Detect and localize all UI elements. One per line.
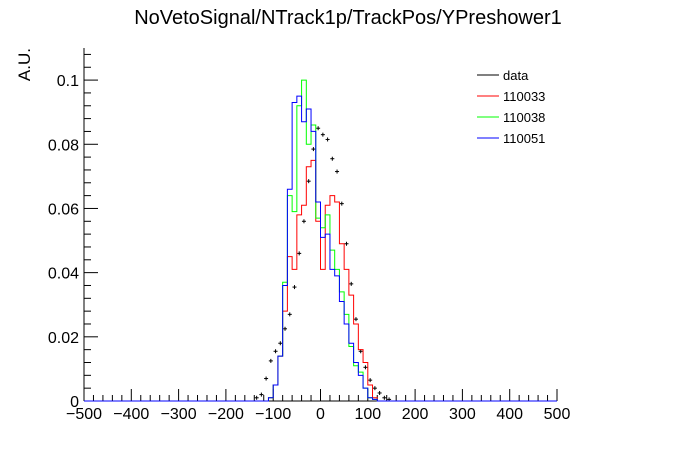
data-point [325,137,330,142]
data-point [311,147,316,152]
data-point [335,169,340,174]
legend-label: 110038 [503,110,545,125]
data-point [306,179,311,184]
data-point [283,326,288,331]
data-point [278,341,283,346]
x-tick-label: 0 [316,406,325,423]
legend-label: 110033 [503,89,545,104]
data-point [363,365,368,370]
data-point [377,390,382,395]
chart-title: NoVetoSignal/NTrack1p/TrackPos/YPreshowe… [134,7,562,29]
data-point [273,349,278,354]
data-point [349,281,354,286]
x-tick-label: 400 [496,406,523,423]
legend-label: data [503,68,529,83]
data-point [268,358,273,363]
x-tick-label: 300 [449,406,476,423]
x-tick-label: 200 [402,406,429,423]
data-point [297,251,302,256]
x-tick-label: −300 [161,406,197,423]
data-point [353,317,358,322]
data-point [264,376,269,381]
data-point [320,132,325,137]
data-point [330,156,335,161]
x-tick-label: 500 [544,406,571,423]
x-tick-label: −200 [208,406,244,423]
data-point [316,126,321,131]
y-tick-label: 0.08 [48,137,79,154]
y-tick-label: 0.1 [57,73,79,90]
y-axis-label: A.U. [15,48,34,81]
x-tick-label: −400 [113,406,149,423]
data-point [292,285,297,290]
data-point [344,241,349,246]
series-data-points [254,126,392,402]
data-point [339,201,344,206]
legend: data 110033 110038 110051 [477,68,545,146]
y-tick-label: 0.06 [48,201,79,218]
data-point [368,378,373,383]
data-point [254,395,259,400]
x-tick-label: 100 [354,406,381,423]
legend-label: 110051 [503,131,545,146]
series-layer [84,79,557,402]
y-tick-label: 0.02 [48,330,79,347]
plot-frame: −500 −400 −300 −200 −100 0 100 200 300 400 500 0 0.0… [48,48,571,423]
x-tick-label: −100 [255,406,291,423]
data-point [259,392,264,397]
data-point [372,386,377,391]
y-tick-label: 0 [70,394,79,411]
data-point [301,219,306,224]
data-point [287,312,292,317]
y-tick-label: 0.04 [48,266,79,283]
data-point [382,395,387,400]
x-tick-label: −500 [66,406,102,423]
series-110051-line [84,95,557,402]
